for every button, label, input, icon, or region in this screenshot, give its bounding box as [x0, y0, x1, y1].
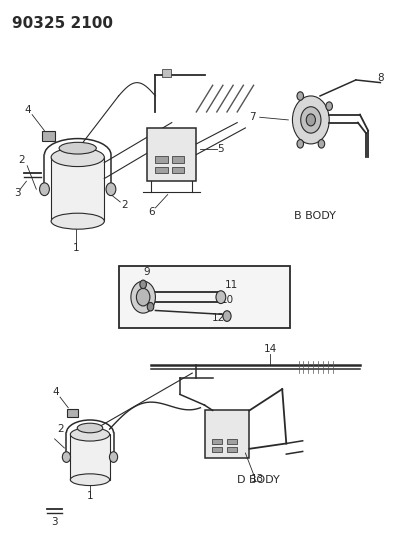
- Text: 14: 14: [263, 344, 276, 354]
- Circle shape: [40, 183, 49, 196]
- Circle shape: [326, 102, 333, 110]
- Ellipse shape: [51, 148, 104, 166]
- Circle shape: [297, 140, 303, 148]
- Text: 8: 8: [377, 74, 384, 83]
- Bar: [172, 167, 184, 173]
- Bar: [227, 439, 237, 444]
- Ellipse shape: [77, 423, 103, 433]
- Text: 6: 6: [148, 207, 155, 217]
- Bar: [119, 266, 290, 328]
- Circle shape: [140, 280, 146, 289]
- Bar: [51, 157, 104, 221]
- Circle shape: [216, 291, 226, 304]
- Text: 7: 7: [249, 112, 256, 122]
- Bar: [147, 128, 196, 181]
- Bar: [67, 409, 78, 417]
- Text: 13: 13: [251, 474, 264, 483]
- Circle shape: [301, 107, 321, 133]
- Circle shape: [110, 452, 118, 462]
- Text: 2: 2: [121, 200, 128, 210]
- Text: 9: 9: [144, 267, 150, 277]
- Bar: [70, 434, 110, 480]
- Text: 90325 2100: 90325 2100: [12, 16, 113, 31]
- Circle shape: [297, 92, 303, 100]
- Text: 11: 11: [225, 280, 238, 290]
- Text: 4: 4: [53, 387, 59, 397]
- Circle shape: [306, 114, 315, 126]
- Text: 2: 2: [18, 156, 25, 165]
- Circle shape: [223, 311, 231, 321]
- Circle shape: [318, 140, 325, 148]
- Bar: [155, 167, 168, 173]
- Text: 2: 2: [57, 424, 64, 434]
- Bar: [212, 447, 222, 452]
- Bar: [204, 410, 249, 458]
- Bar: [43, 131, 55, 141]
- Ellipse shape: [70, 427, 110, 441]
- Text: 1: 1: [72, 243, 79, 253]
- Bar: [172, 156, 184, 163]
- Circle shape: [147, 303, 154, 311]
- Ellipse shape: [59, 142, 97, 154]
- Circle shape: [292, 96, 329, 144]
- Text: D BODY: D BODY: [237, 475, 280, 484]
- Bar: [162, 69, 171, 77]
- Text: 5: 5: [218, 144, 224, 154]
- Bar: [227, 447, 237, 452]
- Text: B BODY: B BODY: [294, 211, 336, 221]
- Circle shape: [131, 281, 155, 313]
- Text: 10: 10: [220, 295, 234, 305]
- Circle shape: [136, 288, 150, 306]
- Bar: [212, 439, 222, 444]
- Bar: [155, 156, 168, 163]
- Circle shape: [106, 183, 116, 196]
- Ellipse shape: [51, 213, 104, 229]
- Ellipse shape: [70, 474, 110, 486]
- Text: 3: 3: [13, 189, 20, 198]
- Text: 3: 3: [52, 518, 58, 527]
- Text: 1: 1: [87, 491, 93, 500]
- Text: 4: 4: [25, 106, 31, 115]
- Circle shape: [62, 452, 70, 462]
- Text: 12: 12: [212, 313, 225, 323]
